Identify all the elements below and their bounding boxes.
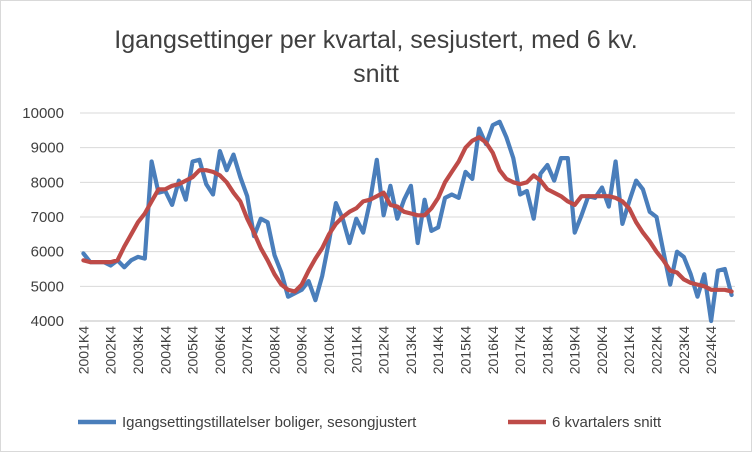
y-tick-label: 6000 xyxy=(31,244,64,261)
y-tick-label: 7000 xyxy=(31,209,64,226)
series-line-2 xyxy=(81,135,734,294)
x-tick-label: 2021K4 xyxy=(621,326,637,374)
y-tick-label: 5000 xyxy=(31,278,64,295)
x-tick-label: 2024K4 xyxy=(703,326,719,374)
x-tick-label: 2001K4 xyxy=(75,326,91,374)
y-tick-label: 9000 xyxy=(31,140,64,157)
x-tick-label: 2020K4 xyxy=(594,326,610,374)
chart-title-line-2: snitt xyxy=(353,60,399,88)
y-tick-label: 10000 xyxy=(22,105,64,122)
y-tick-label: 8000 xyxy=(31,174,64,191)
chart-title-line-1: Igangsettinger per kvartal, sesjustert, … xyxy=(114,26,637,54)
x-tick-label: 2009K4 xyxy=(294,326,310,374)
x-axis-ticks: 2001K4 2002K4 2003K4 2004K4 2005K4 2006K4 2007… xyxy=(75,326,719,374)
x-tick-label: 2007K4 xyxy=(239,326,255,374)
legend-label-series-2: 6 kvartalers snitt xyxy=(552,414,662,431)
legend: Igangsettingstillatelser boliger, sesong… xyxy=(78,414,662,431)
x-tick-label: 2014K4 xyxy=(430,326,446,374)
x-tick-label: 2003K4 xyxy=(130,326,146,374)
x-tick-label: 2019K4 xyxy=(567,326,583,374)
x-tick-label: 2022K4 xyxy=(649,326,665,374)
x-tick-label: 2011K4 xyxy=(348,326,364,373)
x-tick-label: 2023K4 xyxy=(676,326,692,374)
x-tick-label: 2013K4 xyxy=(403,326,419,374)
x-tick-label: 2002K4 xyxy=(103,326,119,374)
x-tick-label: 2016K4 xyxy=(485,326,501,374)
series-line-1 xyxy=(81,119,734,324)
legend-label-series-1: Igangsettingstillatelser boliger, sesong… xyxy=(122,414,417,431)
x-tick-label: 2006K4 xyxy=(212,326,228,374)
x-tick-label: 2010K4 xyxy=(321,326,337,374)
gridlines xyxy=(80,112,735,322)
x-tick-label: 2008K4 xyxy=(266,326,282,374)
x-tick-label: 2005K4 xyxy=(185,326,201,374)
x-tick-label: 2018K4 xyxy=(539,326,555,374)
series-lines xyxy=(81,119,734,324)
x-tick-label: 2017K4 xyxy=(512,326,528,374)
x-tick-label: 2004K4 xyxy=(157,326,173,374)
x-tick-label: 2015K4 xyxy=(457,326,473,374)
x-tick-label: 2012K4 xyxy=(376,326,392,374)
y-axis-ticks: 4000 5000 6000 7000 8000 9000 10000 xyxy=(22,105,64,330)
y-tick-label: 4000 xyxy=(31,313,64,330)
